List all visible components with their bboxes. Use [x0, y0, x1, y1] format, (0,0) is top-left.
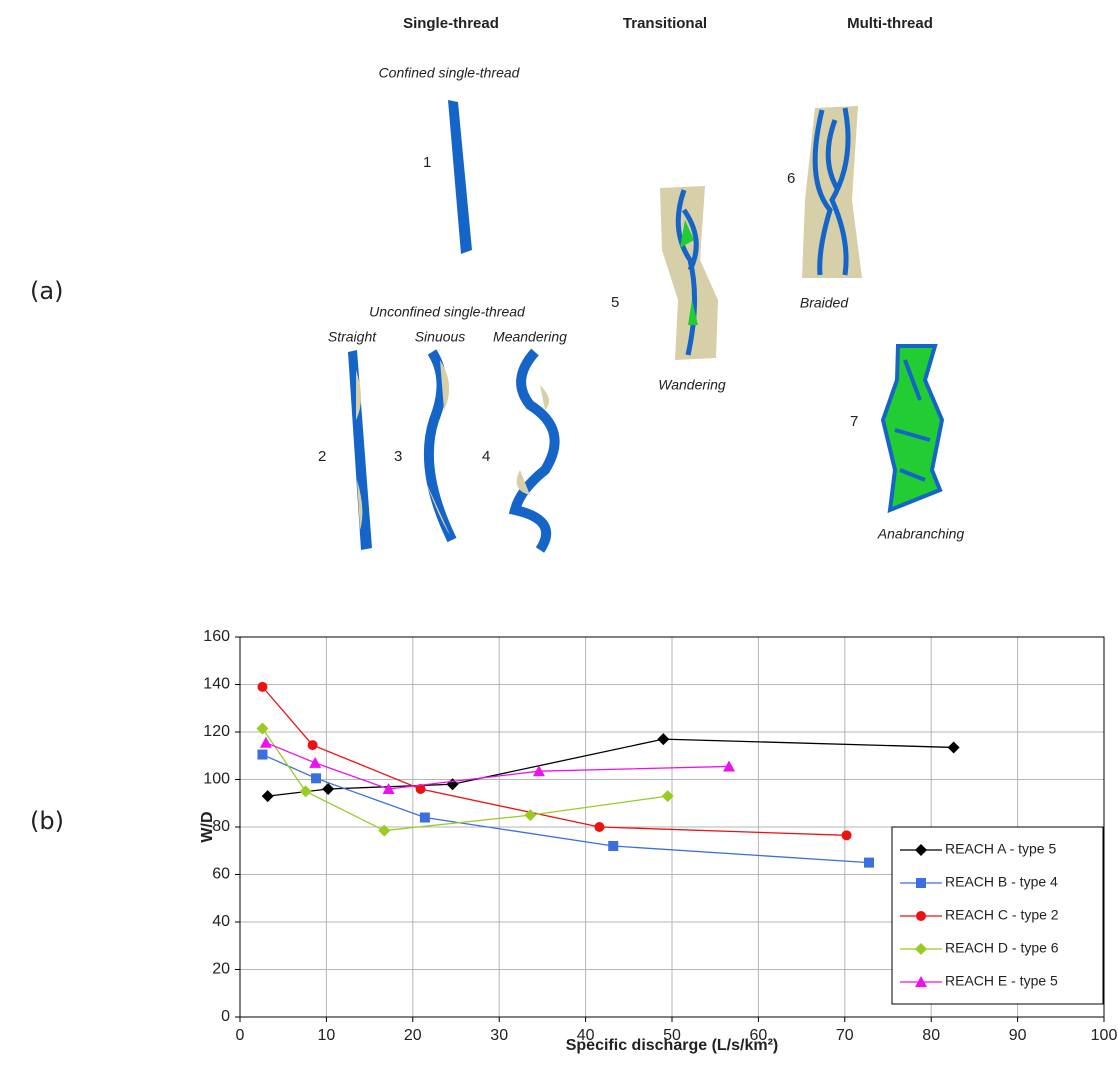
y-tick-label: 120 [203, 723, 230, 740]
legend-label: REACH B - type 4 [945, 874, 1058, 890]
x-tick-label: 10 [318, 1027, 336, 1044]
legend-label: REACH A - type 5 [945, 841, 1056, 857]
caption: Wandering [658, 377, 726, 393]
marker [415, 784, 426, 794]
marker [841, 830, 852, 841]
x-tick-label: 50 [663, 1027, 681, 1044]
marker [259, 736, 272, 748]
column-heading: Transitional [623, 15, 707, 32]
marker [446, 778, 459, 791]
marker [311, 773, 322, 784]
marker [657, 733, 670, 746]
x-tick-label: 30 [490, 1027, 508, 1044]
legend-label: REACH D - type 6 [945, 940, 1059, 956]
caption: Unconfined single-thread [369, 304, 526, 320]
plot-border [239, 636, 1105, 1018]
caption: Confined single-thread [379, 65, 521, 81]
marker [863, 857, 874, 868]
river-sketches [348, 100, 945, 553]
panel-label: (a) [30, 277, 63, 305]
legend-marker [915, 976, 927, 987]
y-tick-label: 100 [203, 771, 230, 788]
y-tick-label: 40 [212, 913, 230, 930]
marker [524, 809, 537, 822]
type-number: 5 [611, 294, 619, 311]
type-number: 3 [394, 448, 402, 465]
marker [382, 783, 395, 794]
marker [608, 841, 619, 851]
type-number: 1 [423, 154, 431, 171]
panel-label: (b) [30, 807, 64, 835]
x-tick-label: 20 [404, 1027, 422, 1044]
marker [378, 824, 391, 837]
caption: Sinuous [415, 329, 466, 345]
x-tick-label: 40 [577, 1027, 595, 1044]
marker [309, 756, 322, 768]
legend-marker [915, 943, 927, 955]
series-line [265, 742, 730, 790]
x-tick-label: 100 [1091, 1027, 1118, 1044]
caption: Meandering [493, 329, 567, 345]
y-tick-label: 60 [212, 866, 230, 883]
legend-marker [916, 878, 926, 888]
series-line [267, 738, 954, 797]
marker [322, 783, 335, 795]
caption: Braided [800, 295, 849, 311]
marker [257, 681, 268, 692]
legend-label: REACH C - type 2 [945, 907, 1059, 923]
caption: Straight [328, 329, 377, 345]
caption: Anabranching [877, 526, 965, 542]
marker [723, 760, 736, 772]
x-tick-label: 90 [1009, 1027, 1027, 1044]
y-tick-label: 0 [221, 1008, 230, 1025]
x-tick-label: 60 [750, 1027, 768, 1044]
legend-marker [916, 911, 926, 921]
y-axis-label: W/D [199, 811, 216, 842]
legend-marker [915, 844, 927, 856]
x-tick-label: 0 [236, 1027, 245, 1044]
marker [257, 749, 268, 760]
marker [307, 740, 318, 751]
x-tick-label: 70 [836, 1027, 854, 1044]
type-number: 7 [850, 413, 858, 430]
type-number: 4 [482, 448, 490, 465]
legend-label: REACH E - type 5 [945, 973, 1058, 989]
type-number: 6 [787, 170, 795, 187]
y-tick-label: 20 [212, 961, 230, 978]
x-tick-label: 80 [922, 1027, 940, 1044]
marker [256, 722, 269, 735]
marker [299, 785, 312, 798]
marker [947, 741, 960, 754]
column-heading: Multi-thread [847, 15, 933, 32]
x-axis-label: Specific discharge (L/s/km²) [566, 1037, 779, 1054]
marker [594, 822, 605, 832]
y-tick-label: 80 [212, 818, 230, 835]
column-heading: Single-thread [403, 15, 499, 32]
y-tick-label: 140 [203, 676, 230, 693]
y-tick-label: 160 [203, 628, 230, 645]
marker [419, 812, 430, 823]
marker [261, 790, 274, 803]
marker [532, 765, 545, 777]
marker [661, 790, 674, 803]
type-number: 2 [318, 448, 326, 465]
